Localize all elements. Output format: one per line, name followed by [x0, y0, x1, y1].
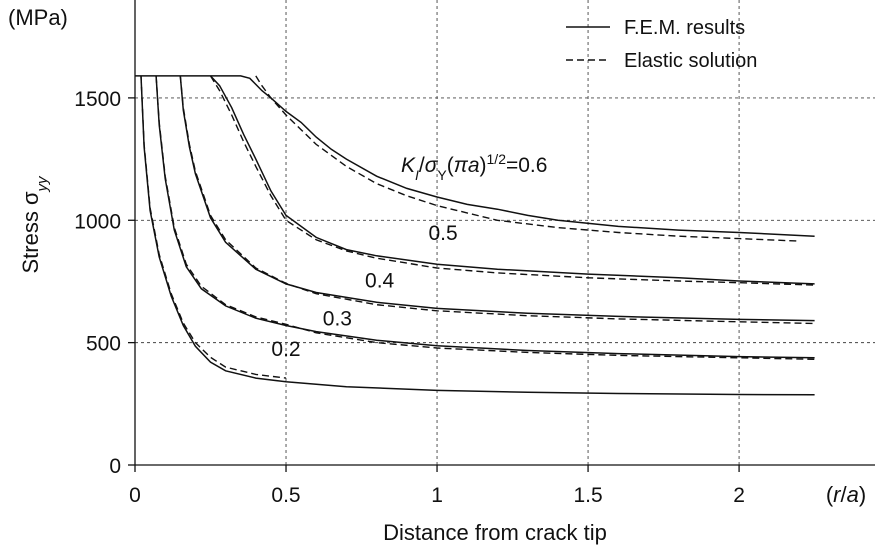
y-tick-label-1: 500 [86, 333, 121, 356]
y-tick-label-2: 1000 [74, 210, 121, 233]
series-elastic-05-7 [209, 75, 815, 286]
axes [134, 0, 875, 466]
series-elastic-03-3 [155, 75, 815, 360]
series-elastic-06-9 [255, 75, 800, 242]
x-unit-label: (r/a) [826, 482, 866, 507]
y-unit-label: (MPa) [8, 5, 68, 30]
x-tick-labels: 0 0.5 1 1.5 2 [129, 465, 745, 507]
series-fem-06-8 [210, 75, 815, 237]
series-lines [135, 75, 815, 396]
x-tick-label-4: 2 [733, 484, 745, 507]
legend-fem-label: F.E.M. results [624, 17, 745, 39]
x-tick-label-0: 0 [129, 484, 141, 507]
x-tick-label-1: 0.5 [271, 484, 300, 507]
legend-elastic-label: Elastic solution [624, 50, 757, 72]
curve-labels: 0.2 0.3 0.4 0.5 [271, 222, 457, 361]
curve-label-0: 0.2 [271, 338, 300, 361]
series-fem-02-0 [140, 75, 815, 396]
series-fem-03-2 [155, 75, 815, 359]
y-tick-labels: 0 500 1000 1500 [74, 88, 135, 478]
series-elastic-02-1 [140, 75, 287, 379]
legend: F.E.M. results Elastic solution [566, 17, 757, 72]
series-fem-05-6 [209, 75, 815, 285]
curve-label-1: 0.3 [323, 308, 352, 331]
y-tick-label-0: 0 [109, 455, 121, 478]
y-tick-label-3: 1500 [74, 88, 121, 111]
curve-label-3: 0.5 [428, 222, 457, 245]
parameter-label: KI/σY(πa)1/2=0.6 [401, 151, 547, 183]
x-tick-label-3: 1.5 [573, 484, 602, 507]
x-axis-title: Distance from crack tip [383, 520, 607, 545]
curve-label-2: 0.4 [365, 270, 395, 293]
x-tick-label-2: 1 [431, 484, 443, 507]
series-elastic-04-5 [179, 75, 815, 325]
y-axis-title: Stress σyy [18, 175, 51, 274]
